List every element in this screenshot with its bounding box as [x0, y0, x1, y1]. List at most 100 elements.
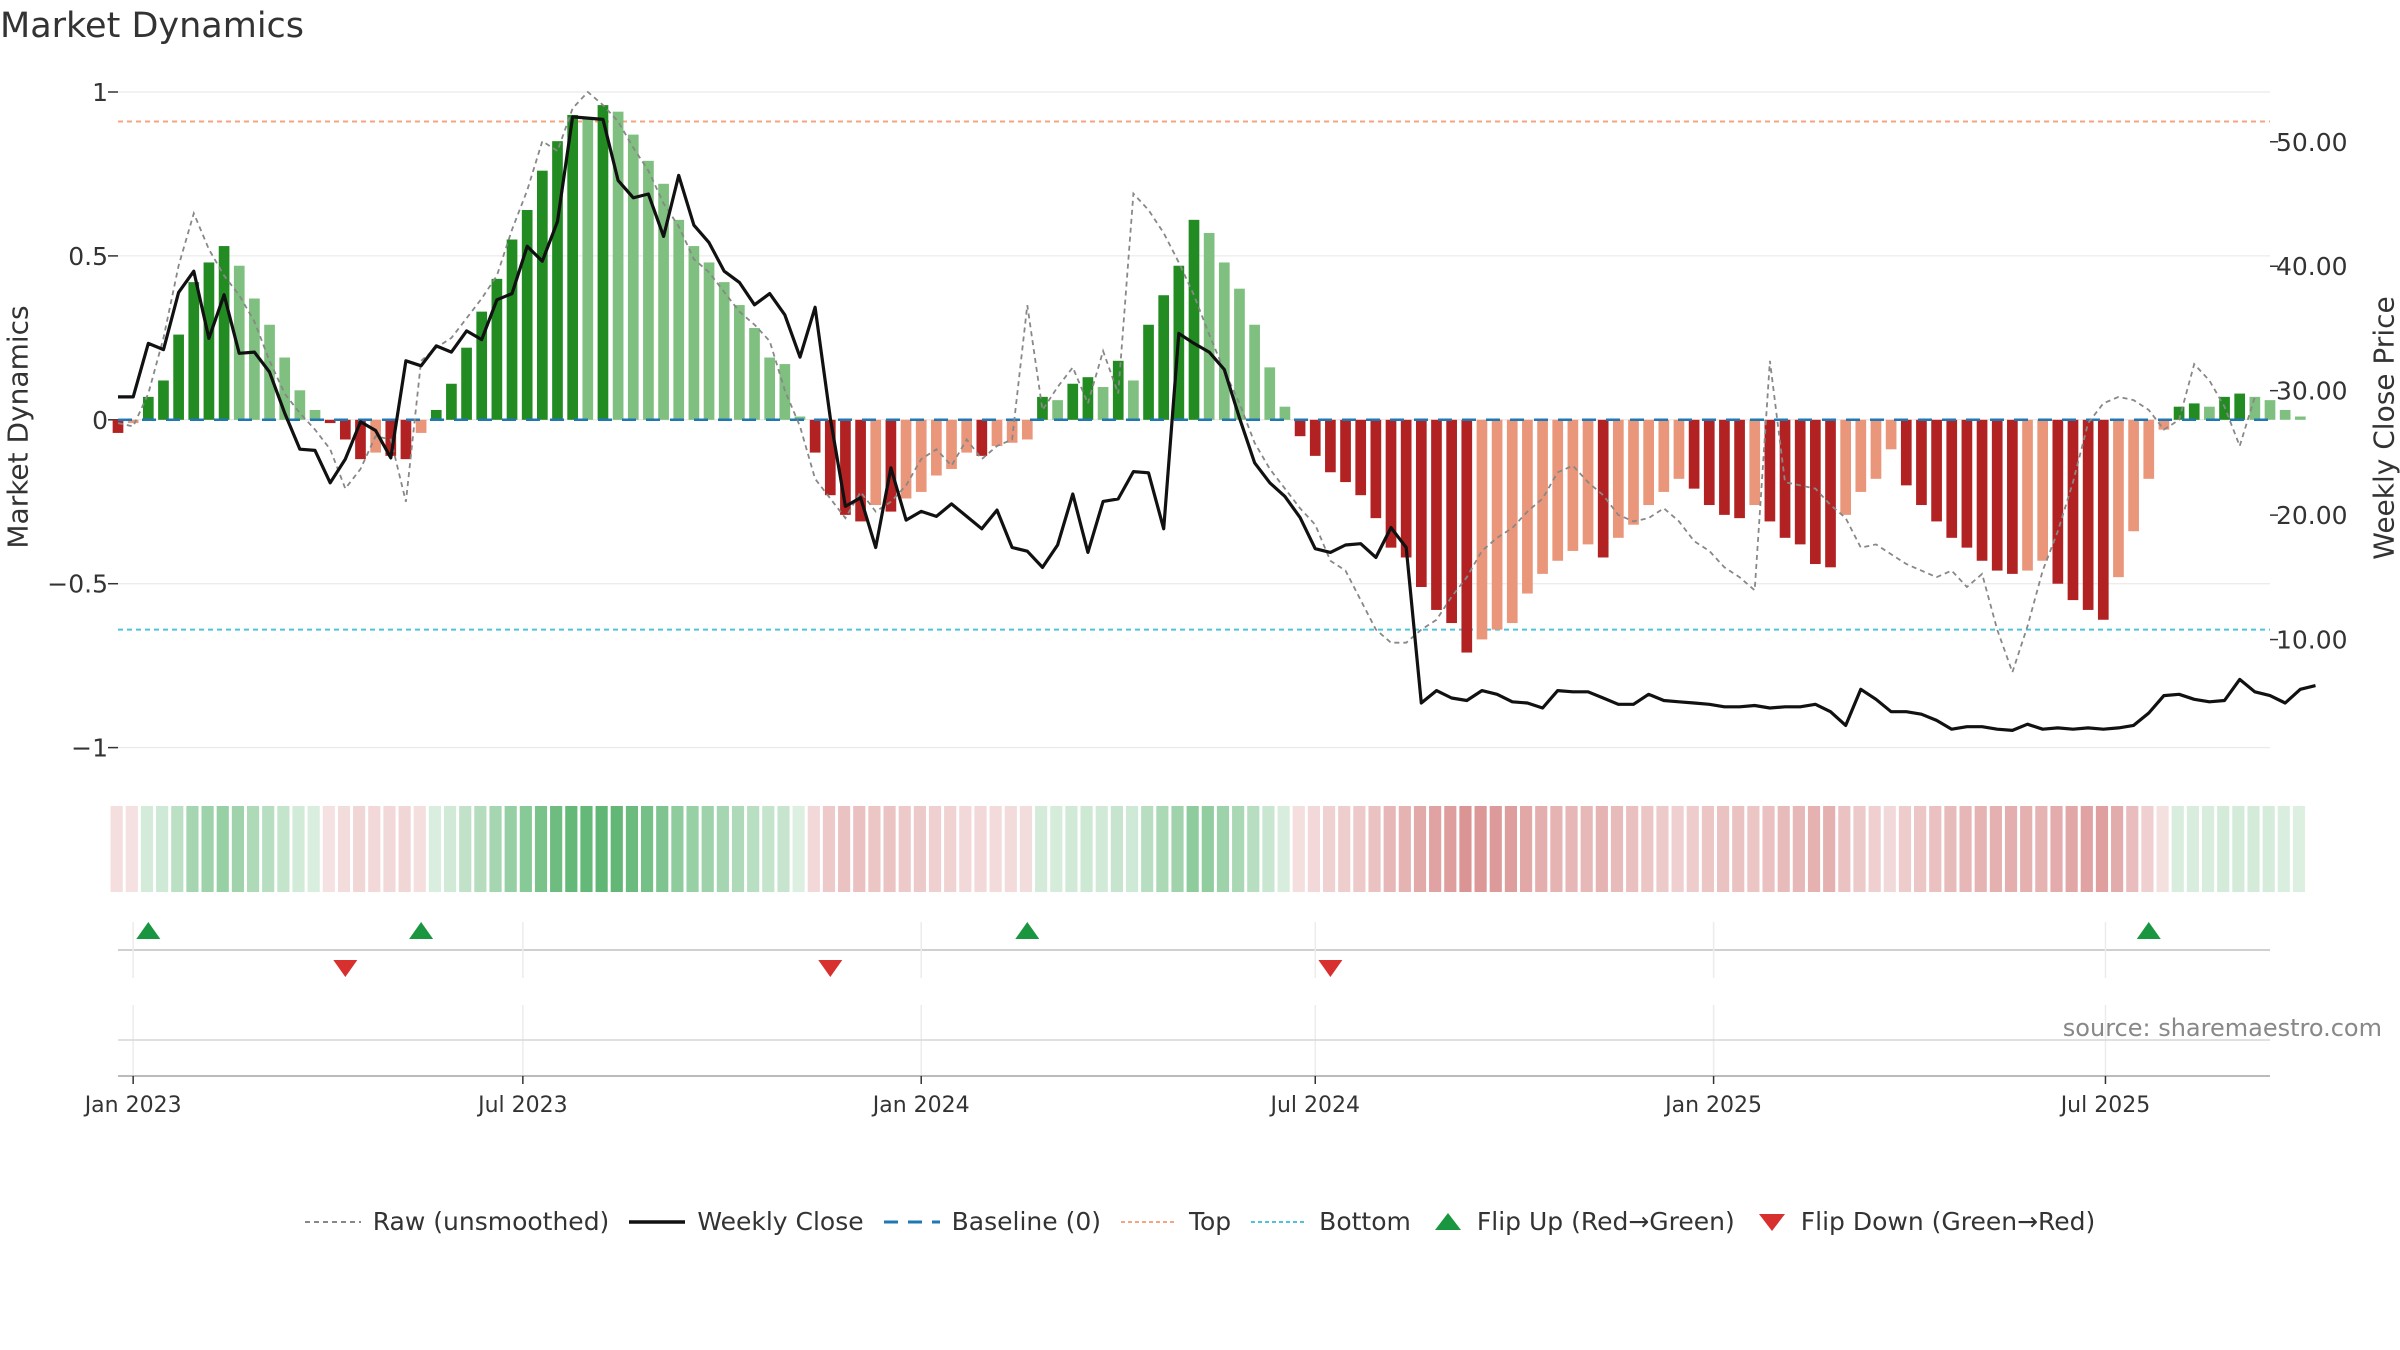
regime-strip-cell [398, 806, 411, 892]
dynamics-bar [430, 409, 442, 420]
dynamics-bar [2007, 419, 2018, 574]
dynamics-bar [2204, 406, 2215, 420]
dynamics-bar [840, 419, 851, 515]
y-right-tick-label: 30.00 [2276, 377, 2348, 406]
x-tick-label: Jul 2023 [476, 1093, 568, 1118]
dynamics-bar [173, 334, 184, 420]
regime-strip-cell [944, 806, 957, 892]
regime-strip-cell [1823, 806, 1836, 892]
dynamics-bar [1264, 367, 1276, 420]
dynamics-bar [1218, 262, 1230, 420]
dynamics-bar [1840, 419, 1852, 515]
y-right-tick-label: 10.00 [2276, 626, 2348, 655]
dynamics-bar [309, 409, 321, 420]
regime-strip-cell [2095, 806, 2109, 892]
regime-strip-cell [186, 806, 199, 892]
dynamics-bar [643, 160, 654, 420]
legend-top-swatch [1120, 1220, 1177, 1223]
regime-strip-cell [2201, 806, 2215, 892]
dynamics-bar [567, 114, 578, 420]
regime-strip-cell [1701, 806, 1715, 892]
dynamics-bar [612, 111, 624, 420]
regime-strip-cell [2141, 806, 2154, 892]
dynamics-bar [1006, 419, 1018, 443]
regime-strip-cell [1747, 806, 1760, 892]
regime-strip-cell [989, 806, 1002, 892]
regime-strip-cell [1656, 806, 1669, 892]
regime-strip-cell [580, 806, 593, 892]
flip-up-marker [1015, 922, 1040, 939]
dynamics-bar [2067, 419, 2079, 601]
flip-down-marker [333, 960, 358, 977]
regime-strip-cell [595, 806, 608, 892]
regime-strip-cell [2292, 806, 2306, 892]
dynamics-bar [1067, 383, 1079, 420]
regime-strip-cell [1838, 806, 1851, 892]
dynamics-bar [718, 282, 730, 420]
regime-strip-cell [2050, 806, 2063, 892]
dynamics-bar [1400, 419, 1412, 558]
dynamics-bar [1825, 419, 1836, 568]
regime-strip-cell [383, 806, 396, 892]
dynamics-bar [536, 170, 548, 420]
regime-strip-cell [777, 806, 790, 892]
regime-strip-cell [428, 806, 442, 892]
regime-strip-cell [1201, 806, 1214, 892]
regime-strip-cell [1141, 806, 1154, 892]
dynamics-bar [1082, 377, 1094, 420]
dynamics-bar [1976, 419, 1988, 561]
dynamics-bar [1537, 419, 1548, 574]
regime-strip-cell [292, 806, 305, 892]
dynamics-bar [491, 278, 503, 420]
regime-strip-cell [1125, 806, 1139, 892]
regime-strip-cell [262, 806, 275, 892]
y-left-tick-label: 0.5 [68, 242, 108, 271]
regime-strip-cell [1898, 806, 1912, 892]
dynamics-bar [1491, 419, 1503, 630]
regime-strip-cell [2217, 806, 2230, 892]
regime-strip-cell [1929, 806, 1942, 892]
regime-strip-cell [565, 806, 578, 892]
legend: Raw (unsmoothed) Weekly Close Baseline (… [0, 1207, 2400, 1236]
regime-strip-cell [1504, 806, 1518, 892]
y-left-tick-label: −0.5 [47, 570, 108, 599]
regime-strip-cell [1080, 806, 1093, 892]
dynamics-bar [1294, 419, 1306, 437]
dynamics-bar [233, 265, 245, 420]
dynamics-bar [900, 419, 912, 499]
dynamics-bar [339, 419, 351, 440]
legend-close: Weekly Close [629, 1207, 864, 1236]
dynamics-bar [188, 282, 200, 420]
flip-up-marker [136, 922, 161, 939]
legend-bottom: Bottom [1251, 1207, 1411, 1236]
regime-strip-cell [1565, 806, 1578, 892]
x-tick-label: Jul 2024 [1268, 1093, 1360, 1118]
legend-raw: Raw (unsmoothed) [304, 1207, 609, 1236]
legend-baseline-label: Baseline (0) [951, 1207, 1101, 1236]
dynamics-bar [1703, 419, 1715, 506]
regime-strip-cell [1050, 806, 1063, 892]
dynamics-bar [127, 419, 139, 424]
regime-strip-cell [2171, 806, 2184, 892]
dynamics-bar [1916, 419, 1927, 506]
dynamics-bar [1612, 419, 1624, 538]
close-line [118, 115, 2316, 732]
regime-strip-cell [277, 806, 290, 892]
regime-strip-cell [762, 806, 775, 892]
dynamics-bar [1158, 295, 1170, 420]
dynamics-bar [1552, 419, 1564, 561]
regime-strip-cell [2126, 806, 2139, 892]
regime-strip-cell [201, 806, 214, 892]
dynamics-bar [1961, 419, 1973, 548]
regime-strip-cell [1792, 806, 1805, 892]
dynamics-bar [1279, 406, 1291, 420]
legend-top: Top [1120, 1207, 1231, 1236]
regime-strip-cell [2035, 806, 2048, 892]
regime-strip-cell [246, 806, 260, 892]
dynamics-bar [203, 262, 215, 420]
legend-flip-up: Flip Up (Red→Green) [1431, 1207, 1735, 1236]
regime-strip-cell [1383, 806, 1396, 892]
dynamics-bar [597, 105, 609, 420]
regime-strip-cell [1095, 806, 1108, 892]
